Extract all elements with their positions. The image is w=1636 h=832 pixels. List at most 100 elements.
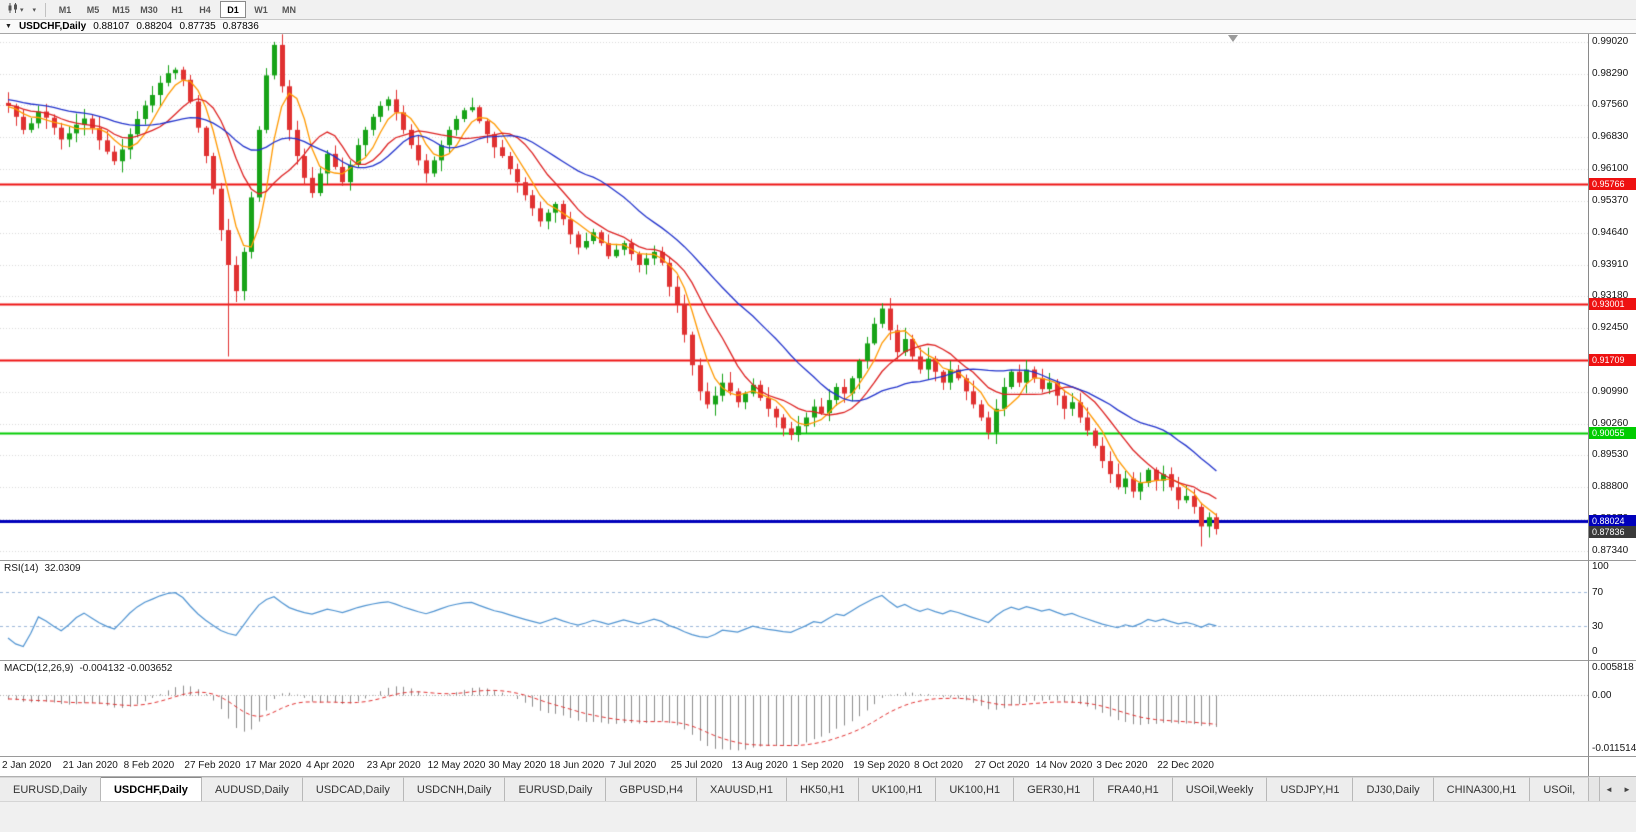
chart-tab-china300-h1[interactable]: CHINA300,H1 xyxy=(1433,777,1531,801)
price-tick-label: 0.98290 xyxy=(1592,67,1629,79)
date-tick-label: 14 Nov 2020 xyxy=(1035,760,1093,771)
chart-tab-xauusd-h1[interactable]: XAUUSD,H1 xyxy=(696,777,787,801)
price-tick-label: 0.90260 xyxy=(1592,417,1629,429)
price-tick-label: 0.96100 xyxy=(1592,163,1629,175)
timeframe-group: M1 M5 M15 M30 H1 H4 D1 W1 MN xyxy=(51,1,303,18)
date-tick-label: 8 Feb 2020 xyxy=(123,760,175,771)
rsi-axis[interactable]: 100 70 30 0 xyxy=(1588,560,1636,660)
level-price-badge: 0.95766 xyxy=(1589,177,1636,190)
rsi-canvas[interactable] xyxy=(0,561,1588,660)
chart-area: 0.99020 0.98290 0.97560 0.96830 0.96100 0.953… xyxy=(0,34,1636,776)
price-tick-label: 0.88800 xyxy=(1592,481,1629,493)
chart-shift-marker[interactable] xyxy=(1228,35,1238,42)
bottom-filler xyxy=(0,801,1636,832)
chart-menu-icon[interactable]: ▼ xyxy=(5,23,12,30)
price-tick-label: 0.93180 xyxy=(1592,290,1629,302)
price-axis[interactable]: 0.99020 0.98290 0.97560 0.96830 0.96100 0.953… xyxy=(1588,34,1636,560)
chart-tab-usdcad-daily[interactable]: USDCAD,Daily xyxy=(302,777,404,801)
chart-tabs: EURUSD,Daily USDCHF,Daily AUDUSD,Daily USDC… xyxy=(0,777,1600,801)
level-price-badge: 0.88024 xyxy=(1589,515,1636,528)
chart-tab-gbpusd-h4[interactable]: GBPUSD,H4 xyxy=(606,777,697,801)
price-tick-label: 0.93910 xyxy=(1592,258,1629,270)
chart-tab-usoil-weekly[interactable]: USOil,Weekly xyxy=(1172,777,1268,801)
tab-scroll-left-icon[interactable]: ◄ xyxy=(1605,784,1613,794)
level-price-badge: 0.93001 xyxy=(1589,298,1636,311)
level-price-badge: 0.91709 xyxy=(1589,354,1636,367)
date-tick-label: 4 Apr 2020 xyxy=(306,760,355,771)
chart-tab-eurusd-daily[interactable]: EURUSD,Daily xyxy=(0,777,101,801)
price-chart-canvas[interactable] xyxy=(0,34,1588,560)
timeframe-button-m15[interactable]: M15 xyxy=(112,4,130,15)
timeframe-button-h1[interactable]: H1 xyxy=(171,4,183,15)
chart-tab-ger30-h1[interactable]: GER30,H1 xyxy=(1014,777,1095,801)
toolbar-overflow-button[interactable]: ▾ xyxy=(28,1,41,19)
chart-tabbar: EURUSD,Daily USDCHF,Daily AUDUSD,Daily USDC… xyxy=(0,776,1636,801)
ohlc-close: 0.87836 xyxy=(222,21,259,32)
price-chart-pane[interactable] xyxy=(0,34,1588,560)
rsi-tick-label: 30 xyxy=(1592,620,1604,632)
timeframe-button-h4[interactable]: H4 xyxy=(199,4,211,15)
date-tick-label: 13 Aug 2020 xyxy=(731,760,788,771)
macd-axis[interactable]: 0.005818 0.00 -0.011514 xyxy=(1588,660,1636,756)
price-tick-label: 0.87340 xyxy=(1592,544,1629,556)
rsi-name: RSI(14) xyxy=(4,563,39,574)
timeframe-button-mn[interactable]: MN xyxy=(282,4,297,15)
date-tick-label: 2 Jan 2020 xyxy=(2,760,52,771)
chart-window-header: ▼ USDCHF,Daily 0.88107 0.88204 0.87735 0… xyxy=(0,20,1636,34)
date-tick-label: 8 Oct 2020 xyxy=(914,760,963,771)
toolbar-separator xyxy=(45,2,47,17)
chevron-down-icon: ▾ xyxy=(32,6,37,14)
ohlc-high: 0.88204 xyxy=(136,21,173,32)
timeframe-toolbar: ▾ ▾ M1 M5 M15 M30 H1 H4 D1 W1 MN xyxy=(0,0,1636,20)
current-price-badge: 0.87836 xyxy=(1589,526,1636,539)
date-tick-label: 7 Jul 2020 xyxy=(610,760,657,771)
timeframe-button-m5[interactable]: M5 xyxy=(86,4,100,15)
date-axis[interactable]: 2 Jan 2020 21 Jan 2020 8 Feb 2020 27 Feb 20… xyxy=(0,756,1588,776)
chart-tab-dj30-daily[interactable]: DJ30,Daily xyxy=(1353,777,1434,801)
tab-scroll-right-icon[interactable]: ► xyxy=(1623,784,1631,794)
macd-canvas[interactable] xyxy=(0,661,1588,756)
chart-tab-uk100-h1[interactable]: UK100,H1 xyxy=(858,777,937,801)
price-tick-label: 0.90990 xyxy=(1592,385,1629,397)
price-tick-label: 0.97560 xyxy=(1592,99,1629,111)
date-tick-label: 22 Dec 2020 xyxy=(1157,760,1214,771)
rsi-tick-label: 0 xyxy=(1592,646,1598,657)
ohlc-low: 0.87735 xyxy=(179,21,216,32)
chart-tab-usdchf-daily[interactable]: USDCHF,Daily xyxy=(100,777,202,801)
price-tick-label: 0.96830 xyxy=(1592,131,1629,143)
macd-tick-label: 0.005818 xyxy=(1592,662,1634,674)
timeframe-button-w1[interactable]: W1 xyxy=(254,4,268,15)
macd-values: -0.004132 -0.003652 xyxy=(79,663,173,674)
timeframe-button-m1[interactable]: M1 xyxy=(58,4,72,15)
date-tick-label: 21 Jan 2020 xyxy=(62,760,118,771)
price-tick-label: 0.89530 xyxy=(1592,449,1629,461)
macd-label: MACD(12,26,9) -0.004132 -0.003652 xyxy=(4,663,172,674)
chart-type-button[interactable]: ▾ xyxy=(3,1,28,19)
timeframe-button-m30[interactable]: M30 xyxy=(140,4,158,15)
date-tick-label: 19 Sep 2020 xyxy=(853,760,910,771)
date-tick-label: 12 May 2020 xyxy=(427,760,486,771)
chart-tab-audusd-daily[interactable]: AUDUSD,Daily xyxy=(201,777,303,801)
chart-tab-fra40-h1[interactable]: FRA40,H1 xyxy=(1094,777,1173,801)
date-tick-label: 17 Mar 2020 xyxy=(245,760,302,771)
chart-tab-usoil-[interactable]: USOil, xyxy=(1530,777,1590,801)
rsi-tick-label: 100 xyxy=(1592,561,1609,572)
chart-tab-hk50-h1[interactable]: HK50,H1 xyxy=(786,777,859,801)
tab-scroll-arrows: ◄ ► xyxy=(1599,777,1636,801)
chart-tab-usdcnh-daily[interactable]: USDCNH,Daily xyxy=(403,777,506,801)
chart-tab-usdjpy-h1[interactable]: USDJPY,H1 xyxy=(1267,777,1354,801)
macd-name: MACD(12,26,9) xyxy=(4,663,74,674)
chart-tab-eurusd-daily[interactable]: EURUSD,Daily xyxy=(505,777,607,801)
rsi-pane[interactable]: RSI(14) 32.0309 xyxy=(0,560,1588,660)
chart-tab-uk100-h1[interactable]: UK100,H1 xyxy=(936,777,1015,801)
date-tick-label: 18 Jun 2020 xyxy=(549,760,605,771)
date-tick-label: 30 May 2020 xyxy=(488,760,547,771)
macd-pane[interactable]: MACD(12,26,9) -0.004132 -0.003652 xyxy=(0,660,1588,756)
macd-tick-label: 0.00 xyxy=(1592,689,1612,701)
rsi-label: RSI(14) 32.0309 xyxy=(4,563,81,574)
price-tick-label: 0.92450 xyxy=(1592,322,1629,334)
chart-symbol-period: USDCHF,Daily xyxy=(18,21,87,32)
date-tick-label: 25 Jul 2020 xyxy=(670,760,723,771)
timeframe-button-d1[interactable]: D1 xyxy=(220,1,247,18)
